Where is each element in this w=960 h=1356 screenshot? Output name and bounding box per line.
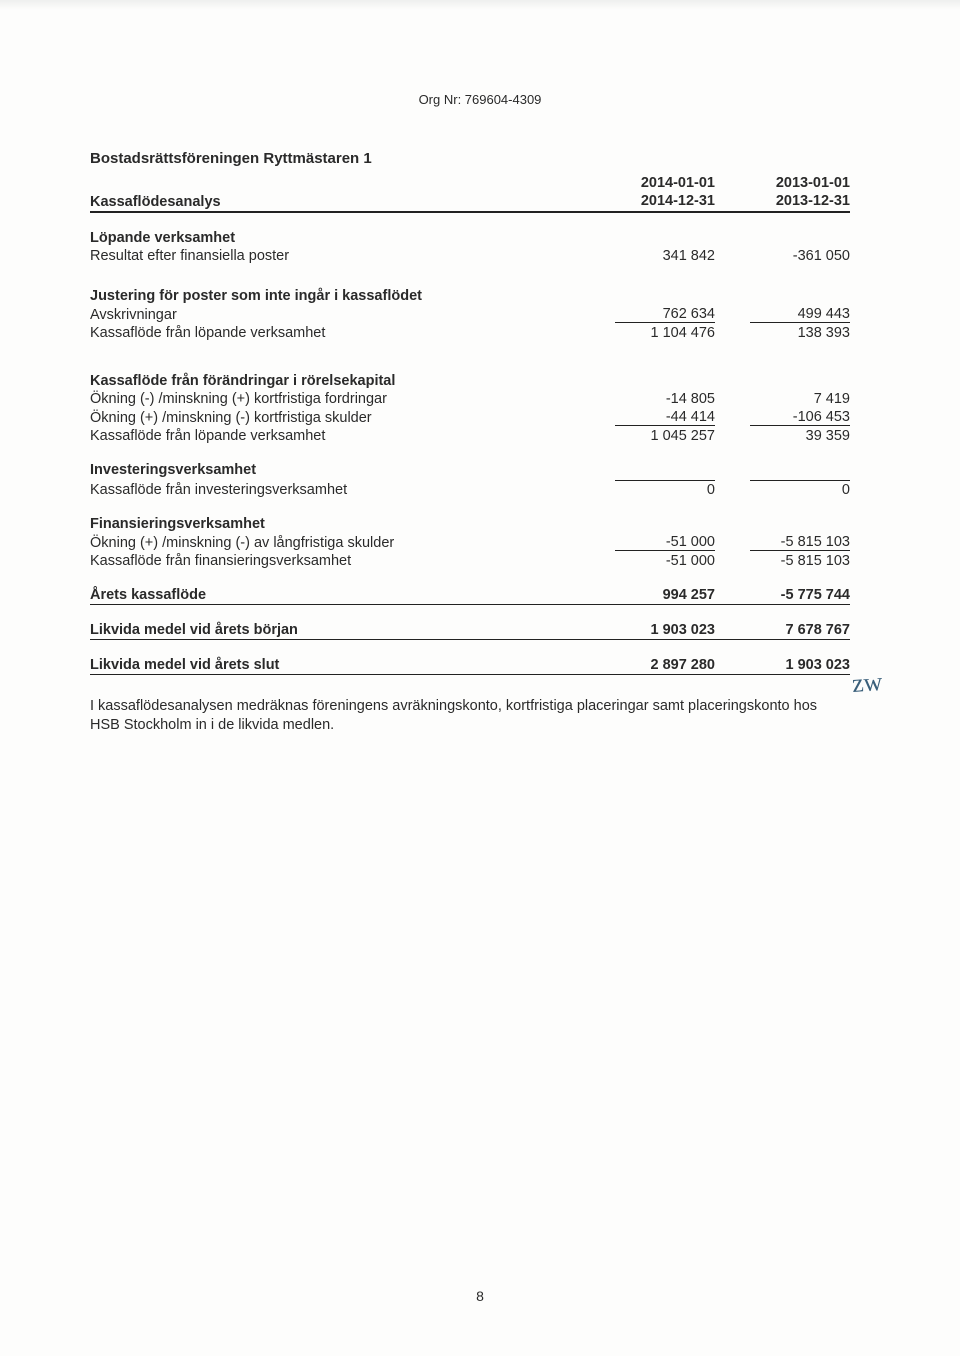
- period1-to: 2014-12-31: [641, 193, 715, 209]
- fin-heading: Finansieringsverksamhet: [90, 515, 580, 533]
- operating-heading: Löpande verksamhet: [90, 229, 580, 247]
- year-cf-label: Årets kassaflöde: [90, 586, 580, 605]
- row-value-c1: 341 842: [580, 247, 715, 265]
- table-header-row: Kassaflödesanalys 2014-01-01 2014-12-31 …: [90, 173, 850, 212]
- row-value-c1: -44 414: [615, 409, 715, 426]
- page-number: 8: [0, 1288, 960, 1304]
- section-heading: Investeringsverksamhet: [90, 461, 850, 479]
- handwritten-initials: zw: [851, 667, 883, 699]
- subtotal-c2: 138 393: [715, 324, 850, 342]
- table-row: Resultat efter finansiella poster 341 84…: [90, 247, 850, 265]
- row-value-c1: -51 000: [615, 534, 715, 551]
- row-value-c1: -14 805: [580, 390, 715, 408]
- closing-label: Likvida medel vid årets slut: [90, 656, 580, 675]
- section-heading: Finansieringsverksamhet: [90, 515, 850, 533]
- row-label: Ökning (+) /minskning (-) av långfristig…: [90, 533, 580, 552]
- subtotal-row: Kassaflöde från löpande verksamhet 1 104…: [90, 324, 850, 342]
- subtotal-c1: 1 045 257: [580, 427, 715, 445]
- section-heading: Justering för poster som inte ingår i ka…: [90, 287, 850, 305]
- row-label: Ökning (+) /minskning (-) kortfristiga s…: [90, 408, 580, 427]
- page-scan-shadow: [0, 0, 960, 10]
- company-name: Bostadsrättsföreningen Ryttmästaren 1: [90, 150, 850, 167]
- table-row: Ökning (+) /minskning (-) kortfristiga s…: [90, 408, 850, 427]
- period1-from: 2014-01-01: [641, 175, 715, 191]
- inv-heading: Investeringsverksamhet: [90, 461, 580, 479]
- subtotal-c2: 0: [750, 480, 850, 498]
- period-col-2: 2013-01-01 2013-12-31: [715, 173, 850, 212]
- table-title: Kassaflödesanalys: [90, 173, 580, 212]
- row-value-c2: 7 419: [715, 390, 850, 408]
- opening-label: Likvida medel vid årets början: [90, 621, 580, 640]
- row-value-c1: 762 634: [615, 306, 715, 323]
- footnote-text: I kassaflödesanalysen medräknas förening…: [90, 697, 830, 735]
- row-value-c2: 499 443: [750, 306, 850, 323]
- adjust-heading: Justering för poster som inte ingår i ka…: [90, 287, 580, 305]
- subtotal-row: Kassaflöde från investeringsverksamhet 0…: [90, 479, 850, 499]
- section-heading: Löpande verksamhet: [90, 229, 850, 247]
- table-row: Ökning (-) /minskning (+) kortfristiga f…: [90, 390, 850, 408]
- year-cf-c1: 994 257: [580, 586, 715, 605]
- row-value-c2: -106 453: [750, 409, 850, 426]
- closing-balance-row: Likvida medel vid årets slut 2 897 280 1…: [90, 656, 850, 675]
- subtotal-c2: -5 815 103: [715, 552, 850, 570]
- period-col-1: 2014-01-01 2014-12-31: [580, 173, 715, 212]
- year-cf-c2: -5 775 744: [715, 586, 850, 605]
- opening-c2: 7 678 767: [715, 621, 850, 640]
- row-label: Ökning (-) /minskning (+) kortfristiga f…: [90, 390, 580, 408]
- row-value-c2: -5 815 103: [750, 534, 850, 551]
- subtotal-c2: 39 359: [715, 427, 850, 445]
- subtotal-label: Kassaflöde från löpande verksamhet: [90, 324, 580, 342]
- content-area: Bostadsrättsföreningen Ryttmästaren 1 Ka…: [90, 150, 850, 735]
- opening-balance-row: Likvida medel vid årets början 1 903 023…: [90, 621, 850, 640]
- subtotal-c1: 1 104 476: [580, 324, 715, 342]
- org-number: Org Nr: 769604-4309: [0, 92, 960, 107]
- period2-to: 2013-12-31: [776, 193, 850, 209]
- subtotal-c1: -51 000: [580, 552, 715, 570]
- cashflow-table: Kassaflödesanalys 2014-01-01 2014-12-31 …: [90, 173, 850, 675]
- section-heading: Kassaflöde från förändringar i rörelseka…: [90, 372, 850, 390]
- opening-c1: 1 903 023: [580, 621, 715, 640]
- subtotal-row: Kassaflöde från löpande verksamhet 1 045…: [90, 427, 850, 445]
- subtotal-row: Kassaflöde från finansieringsverksamhet …: [90, 552, 850, 570]
- closing-c2: 1 903 023: [715, 656, 850, 675]
- table-row: Avskrivningar 762 634 499 443: [90, 305, 850, 324]
- wc-heading: Kassaflöde från förändringar i rörelseka…: [90, 372, 580, 390]
- period2-from: 2013-01-01: [776, 175, 850, 191]
- document-page: Org Nr: 769604-4309 Bostadsrättsförening…: [0, 0, 960, 1356]
- subtotal-c1: 0: [615, 480, 715, 498]
- row-label: Avskrivningar: [90, 305, 580, 324]
- subtotal-label: Kassaflöde från finansieringsverksamhet: [90, 552, 580, 570]
- row-label: Resultat efter finansiella poster: [90, 247, 580, 265]
- subtotal-label: Kassaflöde från löpande verksamhet: [90, 427, 580, 445]
- table-row: Ökning (+) /minskning (-) av långfristig…: [90, 533, 850, 552]
- subtotal-label: Kassaflöde från investeringsverksamhet: [90, 479, 580, 499]
- row-value-c2: -361 050: [715, 247, 850, 265]
- year-cashflow-row: Årets kassaflöde 994 257 -5 775 744: [90, 586, 850, 605]
- closing-c1: 2 897 280: [580, 656, 715, 675]
